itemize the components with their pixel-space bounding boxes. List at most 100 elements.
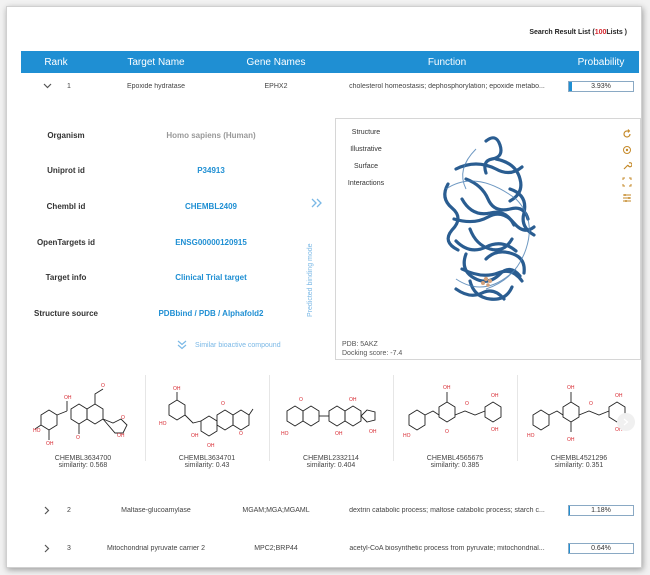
compound-card[interactable]: HO OH OH O OH OH CHEMBL4521296 similarity: 0.…	[517, 371, 641, 489]
carousel-next-button[interactable]	[617, 413, 635, 431]
table-row[interactable]: 1 Epoxide hydratase EPHX2 cholesterol ho…	[21, 73, 639, 99]
svg-text:OH: OH	[567, 437, 575, 443]
col-rank[interactable]: Rank	[44, 56, 68, 68]
molecule-structure-image: OH HO OH OH O O	[159, 386, 254, 449]
table-header: Rank Target Name Gene Names Function Pro…	[21, 51, 639, 73]
row-gene-names: MPC2;BRP44	[254, 544, 298, 552]
probability-bar: 3.93%	[568, 80, 634, 92]
svg-text:O: O	[445, 429, 449, 435]
compound-card[interactable]: OH HO OH OH O O CHEMBL3634701 similarity: 0.4…	[145, 371, 269, 489]
row-gene-names: MGAM;MGA;MGAML	[242, 506, 310, 514]
table-row[interactable]: 3 Mitochondrial pyruvate carrier 2 MPC2;…	[21, 535, 639, 561]
svg-text:OH: OH	[491, 427, 499, 433]
chembl-label: Chembl id	[46, 202, 86, 211]
compound-similarity: similarity: 0.43	[184, 462, 230, 469]
col-target-name[interactable]: Target Name	[127, 56, 185, 68]
compound-id: CHEMBL4565675	[426, 455, 484, 462]
row-rank: 1	[67, 82, 71, 90]
svg-text:OH: OH	[443, 385, 451, 391]
opentargets-row: OpenTargets id ENSG00000120915	[21, 238, 291, 252]
svg-text:OH: OH	[335, 431, 343, 437]
row-rank: 3	[67, 544, 71, 552]
row-rank: 2	[67, 506, 71, 514]
compound-card[interactable]: OH HO OH O O OH O CHEMBL3634700 similarity: 0.…	[21, 371, 145, 489]
viewer-menu-surface[interactable]: Surface	[353, 163, 379, 170]
compound-card[interactable]: HO OH O O OH OH CHEMBL4565675 similarity: 0.3…	[393, 371, 517, 489]
compound-id: CHEMBL3634700	[54, 455, 112, 462]
svg-text:OH: OH	[191, 433, 199, 439]
fullscreen-icon[interactable]	[622, 177, 632, 187]
wrench-icon[interactable]	[622, 161, 632, 171]
probability-text: 0.64%	[591, 544, 611, 552]
table-row[interactable]: 2 Maltase-glucoamylase MGAM;MGA;MGAML de…	[21, 497, 639, 523]
svg-text:OH: OH	[369, 429, 377, 435]
chembl-link[interactable]: CHEMBL2409	[184, 202, 237, 211]
svg-text:O: O	[239, 431, 243, 437]
double-chevron-right-icon[interactable]	[311, 195, 323, 213]
svg-text:OH: OH	[615, 427, 623, 433]
chevron-right-icon[interactable]	[41, 542, 53, 554]
structure-source-row: Structure source PDBbind / PDB / Alphafo…	[21, 309, 291, 323]
svg-text:O: O	[299, 397, 303, 403]
settings-sliders-icon[interactable]	[622, 193, 632, 203]
similar-compound-label: Similar bioactive compound	[195, 341, 281, 349]
col-probability[interactable]: Probability	[577, 56, 625, 68]
compound-similarity: similarity: 0.568	[58, 462, 108, 469]
svg-text:OH: OH	[567, 385, 575, 391]
svg-text:OH: OH	[615, 393, 623, 399]
target-info-row: Target info Clinical Trial target	[21, 273, 291, 287]
structure-source-link[interactable]: PDBbind / PDB / Alphafold2	[158, 309, 264, 318]
svg-text:O: O	[121, 415, 125, 421]
svg-text:HO: HO	[281, 431, 289, 437]
viewer-menu-interactions[interactable]: Interactions	[347, 180, 385, 187]
row-function: dextrin catabolic process; maltose catab…	[349, 506, 545, 514]
protein-structure-image	[443, 136, 536, 301]
row-function: acetyl-CoA biosynthetic process from pyr…	[349, 544, 545, 552]
svg-text:OH: OH	[46, 441, 54, 447]
pdb-id-text: PDB: 5AKZ	[342, 341, 378, 348]
binding-mode-label: Predicted binding mode	[307, 243, 314, 317]
chevron-right-icon	[623, 418, 629, 426]
search-result-label: Search Result List	[529, 29, 591, 36]
viewer-menu-illustrative[interactable]: Illustrative	[350, 146, 382, 153]
svg-text:HO: HO	[403, 433, 411, 439]
divider	[145, 375, 146, 461]
col-gene-names[interactable]: Gene Names	[246, 56, 306, 68]
compound-id: CHEMBL4521296	[550, 455, 608, 462]
similar-compounds-carousel: OH HO OH O O OH O CHEMBL3634700 similarity: 0.…	[21, 371, 639, 489]
search-result-count: 100	[594, 29, 607, 36]
compound-id: CHEMBL2332114	[303, 455, 359, 462]
svg-text:OH: OH	[173, 386, 181, 392]
probability-bar: 1.18%	[568, 504, 634, 516]
opentargets-link[interactable]: ENSG00000120915	[175, 238, 247, 247]
svg-text:HO: HO	[159, 421, 167, 427]
similar-compound-toggle[interactable]: Similar bioactive compound	[177, 340, 281, 350]
double-chevron-down-icon	[177, 340, 187, 350]
col-function[interactable]: Function	[427, 56, 467, 68]
probability-text: 1.18%	[591, 506, 611, 514]
row-gene-names: EPHX2	[264, 82, 288, 90]
row-target-name: Epoxide hydratase	[127, 82, 185, 90]
uniprot-label: Uniprot id	[47, 166, 85, 175]
uniprot-link[interactable]: P34913	[197, 166, 225, 175]
molecule-structure-image: HO O OH OH OH	[281, 397, 377, 437]
docking-score-text: Docking score: -7.4	[342, 350, 403, 357]
svg-text:OH: OH	[207, 443, 215, 449]
svg-text:O: O	[101, 383, 105, 389]
chembl-row: Chembl id CHEMBL2409	[21, 202, 291, 216]
results-panel: Search Result List (100Lists ) Rank Targ…	[6, 6, 642, 568]
row-target-name: Maltase-glucoamylase	[121, 506, 191, 514]
divider	[269, 375, 270, 461]
structure-viewer[interactable]: Structure Illustrative Surface Interacti…	[335, 118, 641, 360]
structure-source-label: Structure source	[33, 309, 99, 318]
chevron-right-icon[interactable]	[41, 504, 53, 516]
target-icon[interactable]	[622, 145, 632, 155]
target-info-link[interactable]: Clinical Trial target	[175, 273, 247, 282]
search-result-summary: Search Result List (100Lists )	[529, 29, 627, 36]
reset-icon[interactable]	[622, 129, 632, 139]
compound-similarity: similarity: 0.404	[306, 462, 356, 469]
viewer-menu-structure[interactable]: Structure	[351, 129, 381, 136]
chevron-down-icon[interactable]	[41, 80, 53, 92]
compound-card[interactable]: HO O OH OH OH CHEMBL2332114 similarity: 0.40…	[269, 371, 393, 489]
molecule-structure-image: HO OH O O OH OH	[403, 385, 502, 439]
